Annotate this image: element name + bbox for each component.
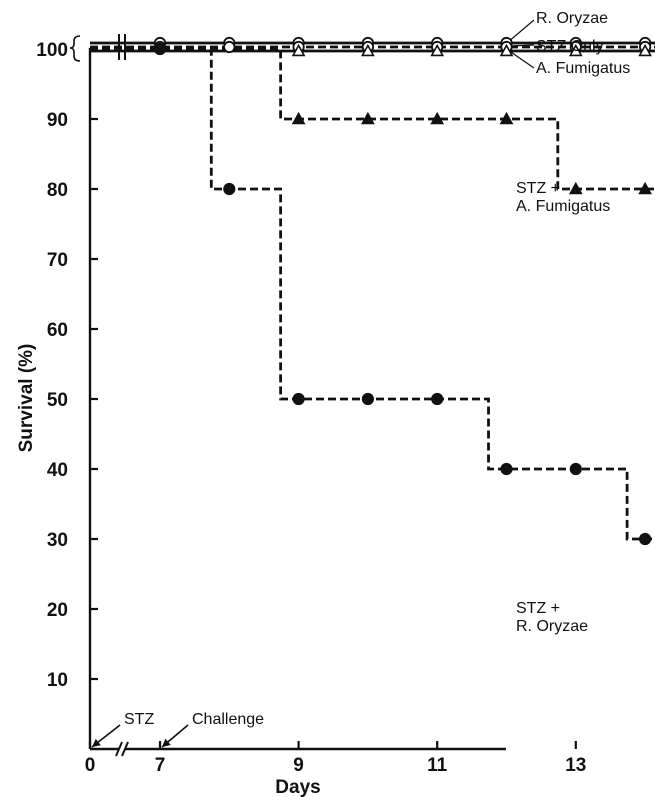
data-point: [638, 43, 652, 57]
series-line: [90, 47, 655, 541]
y-tick-label: 100: [36, 40, 68, 61]
y-tick-label: 50: [47, 390, 68, 411]
data-point: [361, 392, 374, 406]
x-tick-label: 0: [85, 755, 96, 776]
data-point: [638, 532, 652, 546]
data-point: [292, 392, 305, 406]
y-tick-label: 60: [47, 320, 68, 341]
data-point: [431, 392, 444, 406]
data-point: [430, 111, 445, 125]
series-label: STZ +: [516, 180, 560, 197]
data-point: [569, 462, 582, 476]
axes: [69, 19, 577, 757]
x-tick-label: 7: [155, 755, 166, 776]
data-point: [223, 40, 236, 54]
data-point: [291, 111, 306, 125]
data-point: [500, 462, 513, 476]
series-label: STZ Only: [536, 38, 604, 55]
chart-text: 10203040506070809010007911131517DaysSurv…: [16, 10, 630, 797]
data-point: [499, 111, 514, 125]
data-point: [223, 182, 236, 196]
x-tick-label: 11: [427, 755, 448, 776]
data-point: [638, 181, 652, 195]
series-label: A. Fumigatus: [516, 198, 610, 215]
data-point: [568, 181, 583, 195]
y-tick-label: 40: [47, 460, 68, 481]
series-label: A. Fumigatus: [536, 60, 630, 77]
x-axis-break-mark-2: [121, 741, 129, 757]
y-tick-label: 20: [47, 600, 68, 621]
y-axis-brace: [69, 35, 81, 62]
data-point: [153, 42, 167, 56]
y-tick-label: 90: [47, 110, 68, 131]
y-tick-label: 30: [47, 530, 68, 551]
series-label: R. Oryzae: [536, 10, 608, 27]
challenge-arrow-head: [162, 738, 171, 747]
series-label: R. Oryzae: [516, 618, 588, 635]
data-point: [361, 111, 375, 125]
data-point: [430, 43, 445, 57]
x-axis-title: Days: [275, 777, 320, 797]
stz-arrow-head: [92, 738, 101, 747]
x-axis-break-mark-1: [115, 741, 123, 757]
series-label: STZ +: [516, 600, 560, 617]
series-line: [90, 47, 655, 191]
data-point: [361, 43, 375, 57]
series-lines: [90, 41, 655, 541]
y-axis-title: Survival (%): [16, 344, 37, 453]
data-point: [568, 43, 583, 57]
series-label-leader: [507, 49, 535, 69]
challenge-annotation: Challenge: [192, 711, 264, 728]
y-tick-label: 10: [47, 670, 68, 691]
stz-annotation: STZ: [124, 711, 154, 728]
series-label-leader: [507, 19, 535, 43]
x-tick-label: 13: [565, 755, 586, 776]
y-tick-label: 70: [47, 250, 68, 271]
series-markers: [153, 36, 652, 546]
y-tick-label: 80: [47, 180, 68, 201]
data-point: [291, 43, 306, 57]
x-tick-label: 9: [293, 755, 304, 776]
data-point: [499, 43, 514, 57]
